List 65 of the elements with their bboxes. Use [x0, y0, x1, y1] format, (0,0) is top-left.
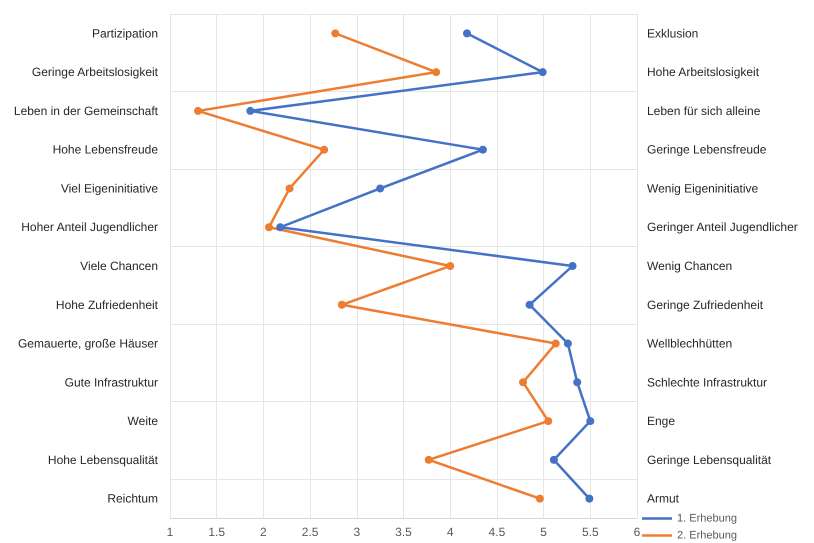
y2-tick-label: Geringe Zufriedenheit [647, 298, 764, 312]
x-tick-label: 5.5 [582, 525, 599, 539]
y-tick-label: Hohe Lebensfreude [52, 142, 158, 157]
y-tick-label: Hohe Zufriedenheit [56, 298, 159, 312]
point [538, 68, 547, 76]
point [550, 456, 558, 464]
point [544, 417, 552, 426]
y-tick-label: Reichtum [107, 492, 158, 506]
point [286, 184, 294, 192]
legend-label: 2. Erhebung [677, 530, 737, 542]
point [276, 223, 284, 232]
x-tick-label: 3 [353, 525, 360, 539]
y-tick-label: Partizipation [92, 26, 158, 40]
x-tick-label: 1.5 [208, 525, 226, 539]
point [265, 223, 274, 232]
point [194, 106, 202, 115]
point [568, 262, 577, 270]
point [526, 300, 534, 309]
x-tick-label: 3.5 [395, 525, 412, 539]
point [586, 417, 594, 426]
y2-tick-label: Wenig Chancen [647, 259, 732, 273]
x-tick-label: 6 [634, 525, 641, 539]
x-tick-label: 2 [260, 525, 268, 539]
point [478, 146, 487, 154]
y2-tick-label: Wellblechhütten [647, 336, 732, 351]
x-tick-label: 4 [446, 525, 454, 539]
point [573, 378, 582, 386]
x-tick-label: 5 [540, 525, 548, 539]
point [376, 184, 384, 192]
y-tick-label: Leben in der Gemeinschaft [14, 104, 159, 118]
point [585, 494, 594, 503]
y-tick-label: Viel Eigeninitiative [60, 181, 158, 196]
y-tick-label: Hoher Anteil Jugendlicher [21, 220, 158, 234]
point [331, 29, 340, 38]
point [338, 300, 346, 309]
x-tick-label: 4.5 [488, 525, 506, 539]
point [564, 340, 572, 348]
point [536, 494, 544, 503]
point [463, 29, 472, 38]
y2-tick-label: Wenig Eigeninitiative [647, 181, 758, 196]
y2-tick-label: Exklusion [647, 26, 698, 40]
point [246, 106, 254, 115]
point [519, 378, 528, 386]
y-tick-label: Gute Infrastruktur [64, 375, 158, 390]
x-tick-label: 2.5 [302, 525, 319, 539]
x-tick-label: 1 [166, 525, 174, 539]
y-tick-label: Hohe Lebensqualität [48, 452, 159, 467]
y-tick-label: Viele Chancen [80, 259, 158, 273]
y2-tick-label: Geringe Lebensfreude [647, 142, 767, 157]
y2-tick-label: Enge [647, 414, 676, 428]
y2-tick-label: Geringer Anteil Jugendlicher [647, 220, 798, 234]
y-tick-label: Geringe Arbeitslosigkeit [32, 65, 159, 80]
y2-tick-label: Schlechte Infrastruktur [647, 375, 768, 390]
point [432, 68, 440, 76]
y2-tick-label: Geringe Lebensqualität [647, 452, 772, 467]
y2-tick-label: Leben für sich alleine [647, 104, 761, 118]
y-tick-label: Weite [128, 414, 158, 428]
y2-tick-label: Hohe Arbeitslosigkeit [647, 65, 760, 80]
point [446, 262, 454, 270]
legend-label: 1. Erhebung [677, 512, 737, 524]
point [552, 340, 560, 348]
point [424, 456, 433, 464]
point [320, 146, 328, 154]
y2-tick-label: Armut [647, 492, 680, 506]
y-tick-label: Gemauerte, große Häuser [18, 336, 158, 351]
